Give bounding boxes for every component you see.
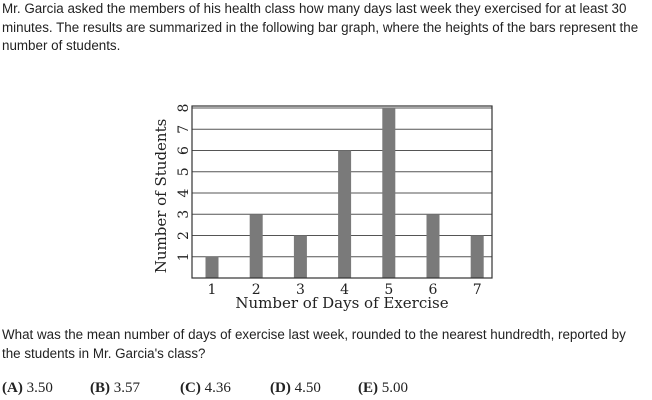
bar	[205, 256, 219, 278]
x-tick-label: 4	[340, 282, 349, 298]
choice-a[interactable]: (A) 3.50	[2, 380, 90, 397]
y-tick-label: 3	[176, 210, 192, 219]
x-tick-label: 7	[473, 282, 482, 298]
bar	[426, 214, 440, 278]
problem-intro: Mr. Garcia asked the members of his heal…	[2, 1, 639, 53]
bar	[249, 214, 263, 278]
x-tick-label: 2	[252, 282, 261, 298]
y-tick-label: 4	[176, 188, 192, 197]
y-tick-label: 1	[176, 252, 192, 261]
x-tick-label: 6	[429, 282, 438, 298]
choice-letter: (B)	[90, 380, 110, 396]
y-tick-label: 5	[176, 167, 192, 176]
answer-choices: (A) 3.50 (B) 3.57 (C) 4.36 (D) 4.50 (E) …	[2, 380, 647, 397]
choice-letter: (E)	[358, 380, 378, 396]
x-tick-label: 3	[296, 282, 305, 298]
bar	[293, 235, 307, 278]
x-tick-labels: 1 2 3 4 5 6 7	[208, 282, 482, 298]
x-tick-label: 1	[208, 282, 217, 298]
choice-letter: (D)	[270, 380, 291, 396]
choice-value: 3.50	[26, 380, 53, 396]
choice-b[interactable]: (B) 3.57	[90, 380, 180, 397]
bar	[382, 108, 396, 278]
choice-letter: (C)	[180, 380, 201, 396]
y-tick-label: 7	[176, 125, 192, 134]
choice-e[interactable]: (E) 5.00	[358, 380, 408, 397]
bar-chart: 1 2 3 4 5 6 7 8 1 2 3 4 5 6 7 Number of Days of Exerc…	[152, 104, 493, 312]
choice-c[interactable]: (C) 4.36	[180, 380, 270, 397]
choice-value: 4.36	[204, 380, 231, 396]
x-tick-label: 5	[384, 282, 393, 298]
choice-value: 3.57	[113, 380, 140, 396]
y-tick-label: 8	[176, 104, 192, 113]
y-tick-label: 2	[176, 231, 192, 240]
choice-d[interactable]: (D) 4.50	[270, 380, 358, 397]
choice-value: 5.00	[381, 380, 408, 396]
chart-frame	[191, 105, 493, 279]
x-axis-label: Number of Days of Exercise	[235, 294, 448, 312]
y-tick-labels: 1 2 3 4 5 6 7 8	[176, 104, 192, 262]
bar	[338, 150, 352, 278]
problem-question: What was the mean number of days of exer…	[2, 327, 626, 361]
y-axis-label: Number of Students	[152, 119, 170, 274]
bar	[470, 235, 484, 278]
choice-letter: (A)	[2, 380, 23, 396]
chart-bars	[205, 108, 484, 278]
choice-value: 4.50	[294, 380, 321, 396]
y-tick-label: 6	[176, 146, 192, 155]
